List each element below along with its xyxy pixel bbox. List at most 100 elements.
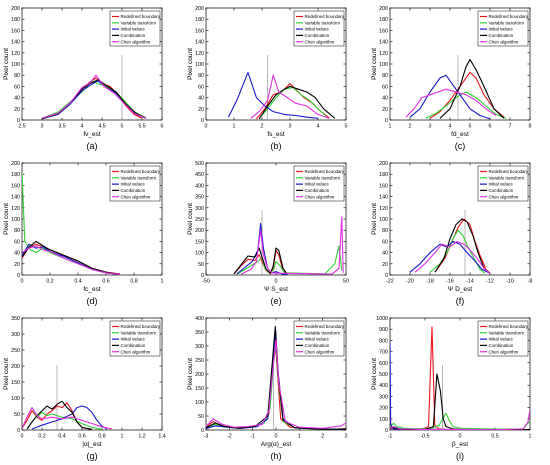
y-axis-label: Pixel count — [187, 48, 194, 80]
y-tick-label: 160 — [11, 28, 20, 34]
series-line — [233, 247, 288, 275]
y-tick-label: 40 — [382, 96, 388, 102]
y-tick-label: 100 — [195, 251, 204, 257]
chart-panel: 0 20 40 60 80 100 120 140 160 180 200 1 2 3 4 5 6 7 8 Redef… — [371, 6, 532, 151]
x-tick-label: 4 — [317, 124, 320, 130]
y-axis-label: Pixel count — [3, 48, 10, 80]
legend-label: Chen algorithm — [305, 349, 335, 354]
x-axis-label: Ψ D_est — [448, 286, 472, 293]
x-tick-label: 2 — [409, 124, 412, 130]
x-tick-label: 0.8 — [130, 279, 137, 285]
legend-label: Chen algorithm — [489, 39, 519, 44]
series-line — [439, 58, 505, 119]
x-tick-label: -3 — [204, 434, 209, 440]
legend-label: Redefined boundary — [121, 14, 161, 19]
y-tick-label: 150 — [195, 239, 204, 245]
legend-label: Initial values — [121, 182, 146, 187]
legend-label: Chen algorithm — [121, 39, 151, 44]
y-tick-label: 180 — [11, 17, 20, 23]
x-tick-label: 3 — [41, 124, 44, 130]
legend-label: Redefined boundary — [305, 324, 345, 329]
y-tick-label: 160 — [379, 183, 388, 189]
x-tick-label: 2 — [321, 434, 324, 440]
y-tick-label: 40 — [14, 96, 20, 102]
legend-label: Initial values — [305, 337, 330, 342]
x-tick-label: 5 — [121, 124, 124, 130]
legend-label: Combination — [489, 343, 514, 348]
y-tick-label: 150 — [195, 386, 204, 392]
legend-label: Chen algorithm — [121, 194, 151, 199]
x-tick-label: 50 — [343, 279, 349, 285]
y-tick-label: 900 — [379, 327, 388, 333]
series-line — [390, 409, 530, 430]
x-tick-label: 0.5 — [491, 434, 498, 440]
y-tick-label: 300 — [379, 394, 388, 400]
y-tick-label: 140 — [379, 40, 388, 46]
legend-label: Initial values — [121, 337, 146, 342]
y-tick-label: 250 — [11, 348, 20, 354]
x-tick-label: 1 — [161, 279, 164, 285]
x-tick-label: 3 — [289, 124, 292, 130]
y-tick-label: 250 — [195, 217, 204, 223]
y-tick-label: 600 — [379, 361, 388, 367]
panel-label: (d) — [87, 296, 98, 306]
x-tick-label: 1.4 — [158, 434, 165, 440]
legend-label: Redefined boundary — [121, 324, 161, 329]
legend-label: Redefined boundary — [489, 14, 529, 19]
y-tick-label: 120 — [195, 51, 204, 57]
legend-label: Initial values — [489, 337, 514, 342]
y-tick-label: 350 — [195, 330, 204, 336]
y-tick-label: 60 — [14, 239, 20, 245]
y-tick-label: 200 — [11, 6, 20, 12]
x-tick-label: 3 — [345, 434, 348, 440]
y-tick-label: 100 — [11, 396, 20, 402]
x-tick-label: 7 — [509, 124, 512, 130]
legend-label: Combination — [489, 33, 514, 38]
series-line — [22, 240, 121, 275]
y-tick-label: 0 — [385, 273, 388, 279]
chart-panel: 0 20 40 60 80 100 120 140 160 180 200 0 1 2 3 4 5 Redefin… — [187, 6, 348, 151]
y-tick-label: 140 — [195, 40, 204, 46]
x-axis-label: fv_est — [83, 131, 101, 138]
y-tick-label: 500 — [195, 161, 204, 167]
x-tick-label: 0.2 — [38, 434, 45, 440]
panel-label: (f) — [456, 296, 465, 306]
panel-label: (i) — [456, 451, 464, 461]
legend-label: Redefined boundary — [305, 14, 345, 19]
y-tick-label: 200 — [379, 161, 388, 167]
series-line — [41, 80, 147, 119]
series-line — [414, 240, 491, 274]
x-tick-label: 0 — [275, 434, 278, 440]
x-tick-label: -1 — [388, 434, 393, 440]
x-axis-label: fs_est — [267, 131, 285, 138]
legend-label: Chen algorithm — [305, 194, 335, 199]
x-tick-label: -10 — [506, 279, 514, 285]
y-axis-label: Pixel count — [3, 358, 10, 390]
y-tick-label: 140 — [11, 195, 20, 201]
x-tick-label: 2 — [261, 124, 264, 130]
y-tick-label: 500 — [379, 372, 388, 378]
y-tick-label: 350 — [195, 195, 204, 201]
y-tick-label: 20 — [382, 107, 388, 113]
x-tick-label: 4 — [449, 124, 452, 130]
x-tick-label: 6 — [161, 124, 164, 130]
y-tick-label: 120 — [11, 206, 20, 212]
legend-label: Initial values — [121, 27, 146, 32]
y-tick-label: 160 — [11, 183, 20, 189]
panel-label: (h) — [271, 451, 282, 461]
y-tick-label: 160 — [379, 28, 388, 34]
panel-label: (g) — [87, 451, 98, 461]
y-tick-label: 400 — [379, 383, 388, 389]
legend-label: Chen algorithm — [489, 194, 519, 199]
y-tick-label: 120 — [11, 51, 20, 57]
y-tick-label: 40 — [382, 251, 388, 257]
y-tick-label: 100 — [379, 417, 388, 423]
x-tick-label: -0.5 — [420, 434, 429, 440]
y-tick-label: 0 — [201, 428, 204, 434]
series-line — [22, 407, 113, 430]
y-tick-label: 800 — [379, 338, 388, 344]
chart-panel: 0 20 40 60 80 100 120 140 160 180 200 2.5 3 3.5 4 4.5 5 5… — [3, 6, 164, 151]
y-tick-label: 300 — [195, 344, 204, 350]
